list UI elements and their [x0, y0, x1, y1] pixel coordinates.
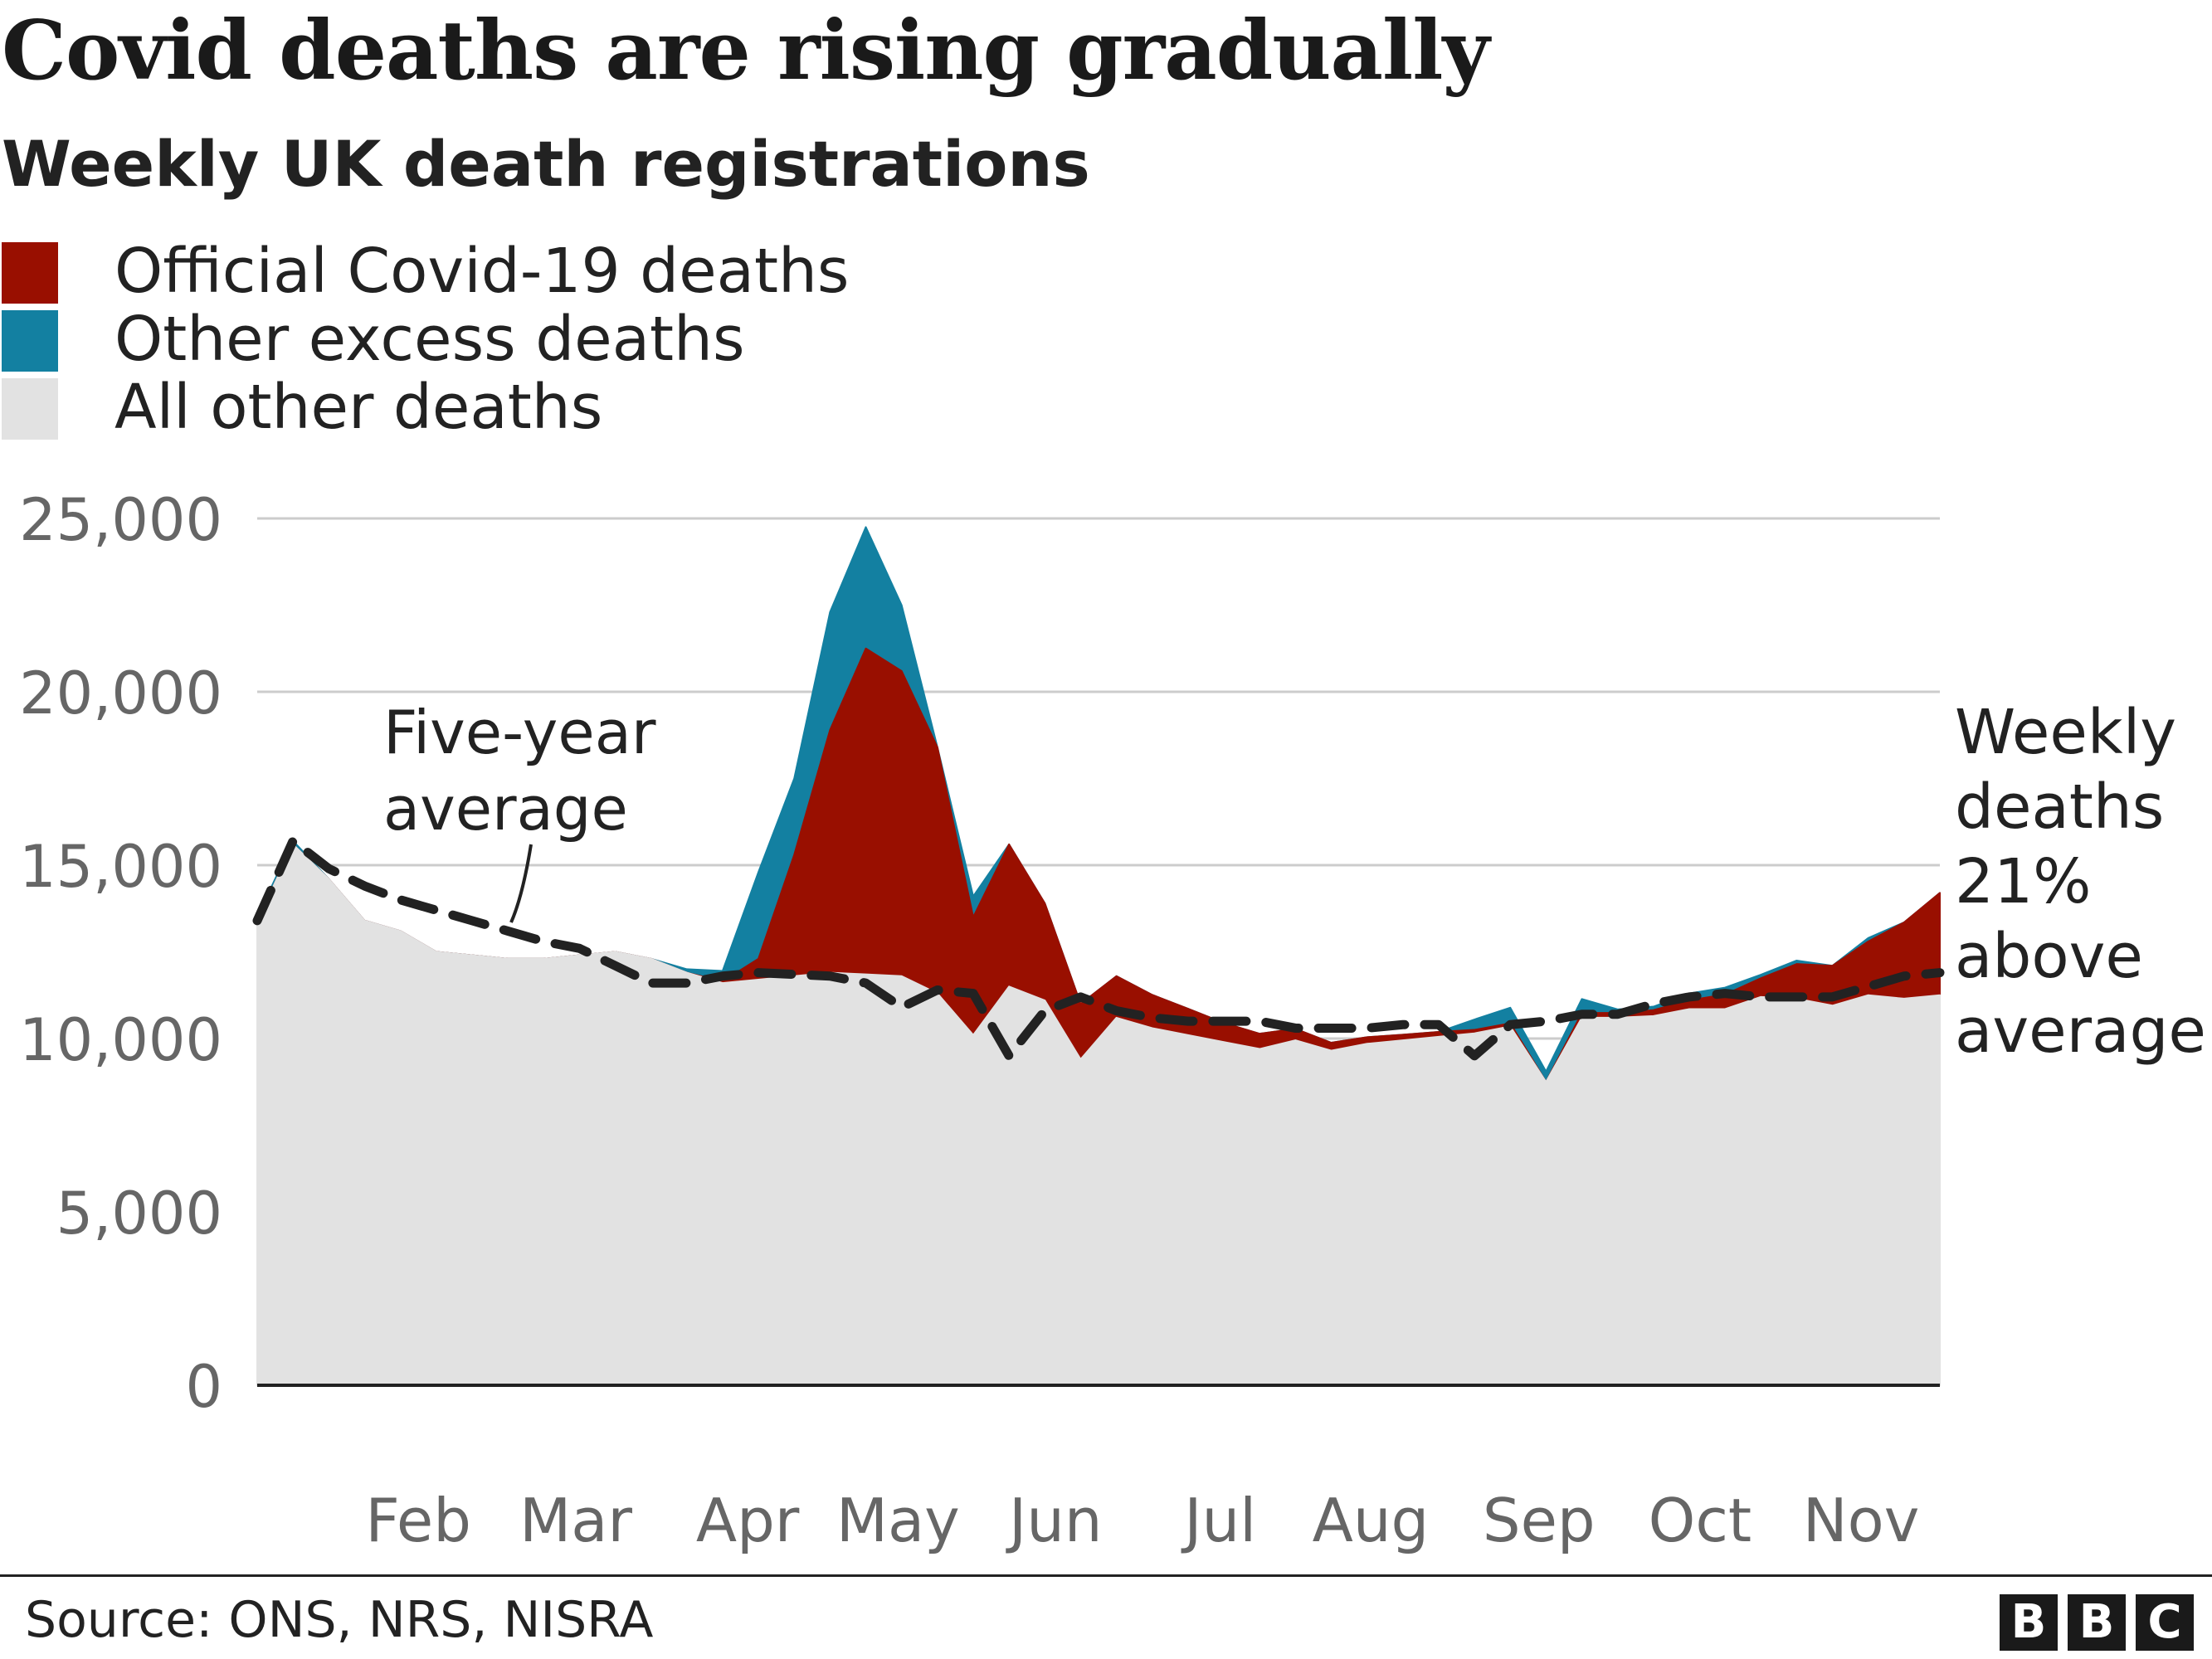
- legend-swatch-all-other: [2, 378, 58, 440]
- area-all-other-deaths: [256, 843, 1941, 1386]
- x-tick-label-jun: Jun: [1006, 1486, 1103, 1555]
- logo-letter-b1: B: [2000, 1594, 2058, 1651]
- x-tick-label-sep: Sep: [1483, 1486, 1596, 1555]
- y-tick-label: 25,000: [19, 486, 222, 554]
- x-tick-label-aug: Aug: [1313, 1486, 1430, 1555]
- average-label-line-2: average: [383, 774, 628, 844]
- legend-swatch-other-excess: [2, 310, 58, 372]
- chart-plot: 0 5,000 10,000 15,000 20,000 25,000 Five-year a…: [19, 486, 2206, 1555]
- average-label-line-1: Five-year: [383, 698, 656, 767]
- legend-label-covid: Official Covid-19 deaths: [114, 236, 850, 307]
- y-tick-label: 5,000: [56, 1180, 222, 1248]
- x-tick-label-jul: Jul: [1181, 1486, 1256, 1555]
- annotation-line-3: 21%: [1955, 846, 2091, 917]
- annotation-line-4: above: [1955, 921, 2143, 992]
- footer-divider: [0, 1574, 2212, 1577]
- legend-label-other-excess: Other excess deaths: [114, 304, 745, 375]
- x-tick-label-nov: Nov: [1803, 1486, 1920, 1555]
- y-tick-label: 10,000: [19, 1006, 222, 1074]
- annotation-line-1: Weekly: [1955, 697, 2176, 768]
- five-year-average-line: [252, 836, 1945, 1061]
- annotation-line-2: deaths: [1955, 771, 2164, 843]
- x-tick-label-mar: Mar: [519, 1486, 632, 1555]
- legend-label-all-other: All other deaths: [114, 372, 603, 443]
- chart-title: Covid deaths are rising gradually: [2, 3, 1489, 99]
- x-tick-label-feb: Feb: [365, 1486, 470, 1555]
- x-tick-label-apr: Apr: [696, 1486, 800, 1555]
- annotation-line-5: average: [1955, 995, 2206, 1067]
- x-tick-label-may: May: [836, 1486, 960, 1555]
- y-tick-label: 0: [185, 1353, 222, 1421]
- y-tick-label: 20,000: [19, 659, 222, 727]
- logo-letter-b2: B: [2068, 1594, 2126, 1651]
- chart-subtitle: Weekly UK death registrations: [2, 127, 1090, 201]
- y-tick-label: 15,000: [19, 833, 222, 901]
- average-label-leader: [509, 844, 533, 923]
- legend-swatch-covid: [2, 242, 58, 304]
- source-note: Source: ONS, NRS, NISRA: [25, 1591, 654, 1649]
- x-tick-label-oct: Oct: [1649, 1486, 1752, 1555]
- logo-letter-c: C: [2136, 1594, 2194, 1651]
